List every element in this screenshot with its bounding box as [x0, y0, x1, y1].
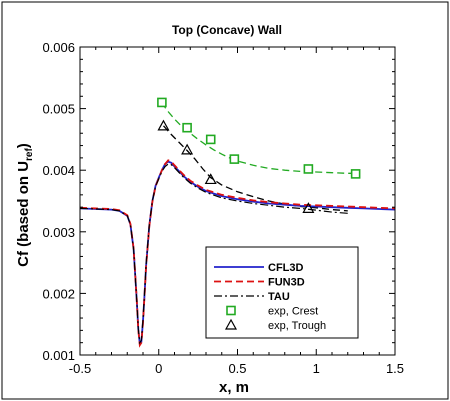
- y-tick-label: 0.003: [42, 225, 75, 240]
- legend-entry-tau: TAU: [268, 291, 290, 303]
- data-point-trough: [157, 119, 170, 131]
- y-axis-label-close: ): [15, 143, 32, 148]
- y-tick-label: 0.005: [42, 102, 75, 117]
- legend-entry-trough: exp, Trough: [268, 320, 326, 332]
- data-point-crest: [157, 97, 167, 108]
- data-point-crest: [205, 134, 216, 145]
- plot-frame: [79, 46, 396, 356]
- data-point-trough: [302, 202, 315, 213]
- y-tick-label: 0.001: [42, 348, 75, 363]
- x-tick-label: 0: [155, 361, 162, 376]
- data-point-trough: [181, 143, 194, 155]
- data-point-crest: [303, 164, 314, 174]
- y-axis-label-main: Cf (based on U: [15, 161, 32, 267]
- legend-entry-cfl3d: CFL3D: [268, 262, 304, 274]
- x-tick-label: 1: [313, 361, 320, 376]
- x-tick-label: 1.5: [386, 361, 404, 376]
- chart-title: Top (Concave) Wall: [172, 23, 282, 37]
- x-tick-label: 0.5: [228, 361, 246, 376]
- series-line-fun3d: [79, 159, 396, 348]
- legend-entry-crest: exp, Crest: [268, 306, 318, 318]
- x-tick-label: -0.5: [69, 361, 91, 376]
- tick-layer: -0.5 0 0.5 1 1.5 0.001 0.002 0.003 0.004 0.005 0.0…: [42, 40, 404, 376]
- legend-marker-crest: [226, 305, 236, 316]
- data-point-crest: [182, 122, 192, 133]
- y-tick-label: 0.004: [42, 163, 75, 178]
- data-point-trough: [204, 173, 217, 185]
- y-tick-label: 0.002: [42, 286, 75, 301]
- data-point-crest: [229, 154, 240, 164]
- y-tick-label: 0.006: [42, 40, 75, 55]
- data-point-crest: [350, 169, 361, 179]
- legend-marker-trough: [224, 318, 238, 330]
- legend-entry-fun3d: FUN3D: [268, 277, 305, 289]
- legend: CFL3D FUN3D TAU exp, Crest exp, Trough: [205, 246, 359, 339]
- x-axis-label: x, m: [219, 379, 249, 396]
- data-layer: [79, 97, 396, 348]
- y-axis-label: Cf (based on Uref): [15, 143, 35, 267]
- series-line-tau: [79, 163, 348, 345]
- legend-box: [205, 246, 359, 339]
- y-axis-label-subscript: ref: [24, 148, 35, 161]
